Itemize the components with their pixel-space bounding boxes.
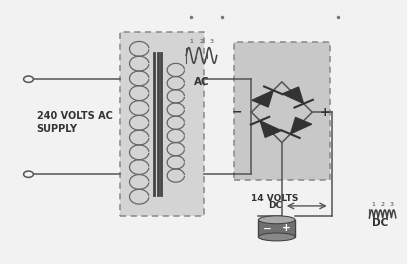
Text: 3: 3 xyxy=(389,202,394,207)
Text: 1: 1 xyxy=(372,202,376,207)
Ellipse shape xyxy=(258,233,295,241)
Polygon shape xyxy=(282,87,304,104)
Circle shape xyxy=(24,76,33,82)
Text: DC: DC xyxy=(268,201,282,210)
Polygon shape xyxy=(260,121,282,138)
Text: −: − xyxy=(263,223,271,233)
Polygon shape xyxy=(252,90,274,107)
Text: 2: 2 xyxy=(381,202,385,207)
FancyBboxPatch shape xyxy=(120,32,204,216)
Text: +: + xyxy=(319,106,330,119)
Text: AC: AC xyxy=(194,77,209,87)
Ellipse shape xyxy=(258,216,295,224)
Text: 240 VOLTS AC
SUPPLY: 240 VOLTS AC SUPPLY xyxy=(37,111,112,134)
Text: +: + xyxy=(282,223,291,233)
FancyBboxPatch shape xyxy=(234,42,330,180)
Text: 2: 2 xyxy=(199,39,204,44)
Text: 14 VOLTS: 14 VOLTS xyxy=(251,194,298,203)
Text: −: − xyxy=(232,106,243,119)
Text: 1: 1 xyxy=(189,39,193,44)
Polygon shape xyxy=(290,117,312,134)
Text: DC: DC xyxy=(372,218,389,228)
Text: 3: 3 xyxy=(210,39,214,44)
FancyBboxPatch shape xyxy=(258,220,295,237)
Circle shape xyxy=(24,171,33,177)
